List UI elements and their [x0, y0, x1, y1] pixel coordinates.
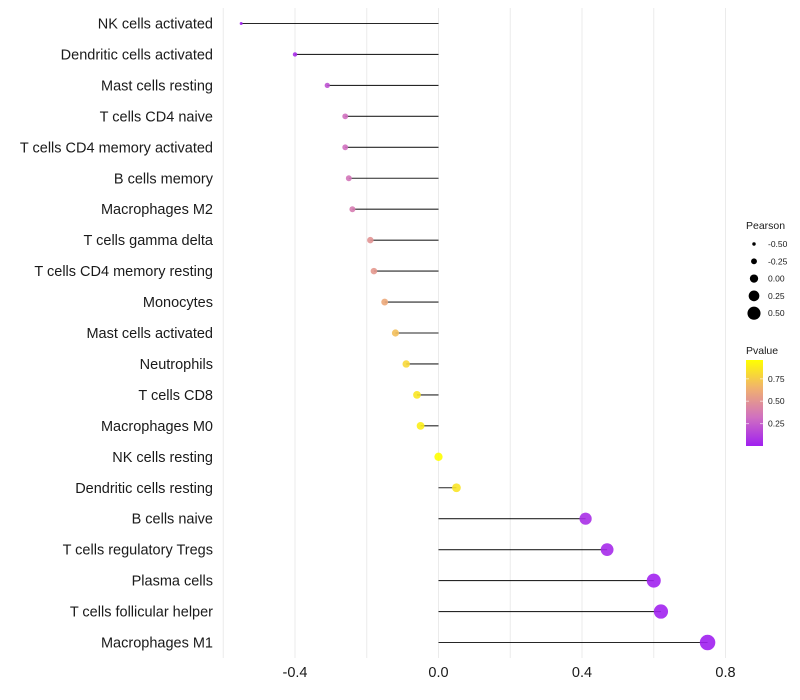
legend-color-label: 0.50	[768, 396, 785, 406]
y-axis-label: T cells gamma delta	[84, 233, 214, 249]
lollipop-point	[239, 22, 243, 25]
y-axis-label: B cells memory	[114, 171, 214, 187]
y-axis-labels: NK cells activated Dendritic cells activa…	[20, 17, 214, 652]
x-axis-ticks: -0.4 0.0 0.4 0.8	[283, 665, 736, 681]
lollipop-point	[345, 175, 352, 182]
y-axis-label: Dendritic cells resting	[75, 481, 213, 497]
legend-pvalue: Pvalue 0.25 0.50 0.75	[746, 345, 785, 446]
y-axis-label: Monocytes	[143, 295, 213, 311]
legend-pearson-title: Pearson	[746, 220, 785, 232]
legend-color-label: 0.25	[768, 419, 785, 429]
lollipop-point	[367, 236, 374, 244]
y-axis-label: T cells follicular helper	[70, 605, 213, 621]
x-tick-label: 0.0	[428, 665, 448, 681]
legend-size-key	[749, 274, 759, 283]
lollipop-point	[413, 391, 421, 399]
lollipop-point	[381, 298, 389, 306]
y-axis-label: NK cells resting	[112, 450, 213, 466]
lollipop-point	[653, 604, 669, 619]
x-tick-label: 0.4	[572, 665, 592, 681]
legend-size-label: 0.00	[768, 274, 785, 284]
legend-size-key	[751, 258, 757, 265]
y-axis-label: Mast cells activated	[86, 326, 213, 342]
y-axis-label: T cells CD4 naive	[100, 109, 213, 125]
lollipop-point	[579, 512, 592, 525]
lollipop-point	[391, 329, 400, 337]
y-axis-label: T cells CD4 memory resting	[34, 264, 213, 280]
lollipop-point	[342, 144, 349, 151]
legend-size-key	[748, 290, 760, 302]
lollipop-point	[416, 421, 425, 430]
legend-size-key	[747, 306, 761, 320]
legend-color-label: 0.75	[768, 374, 785, 384]
legend-size-label: -0.50	[768, 239, 788, 249]
y-axis-label: T cells CD4 memory activated	[20, 140, 213, 156]
legend-size-label: 0.25	[768, 291, 785, 301]
x-tick-label: 0.8	[715, 665, 735, 681]
segment-layer	[241, 22, 708, 644]
y-axis-label: B cells naive	[132, 512, 213, 528]
lollipop-point	[349, 206, 356, 213]
legend-pearson: Pearson -0.50 -0.25 0.00 0.25 0.50	[746, 220, 788, 320]
legend-size-key	[752, 242, 756, 246]
lollipop-point	[699, 634, 716, 651]
lollipop-point	[370, 267, 378, 275]
y-axis-label: Dendritic cells activated	[61, 47, 213, 63]
grid-layer	[222, 8, 726, 658]
point-layer	[239, 22, 716, 651]
y-axis-label: NK cells activated	[98, 17, 213, 33]
y-axis-label: Plasma cells	[132, 574, 213, 590]
lollipop-point	[434, 452, 443, 461]
lollipop-point	[402, 360, 410, 368]
lollipop-point	[324, 82, 330, 89]
y-axis-label: T cells CD8	[138, 388, 213, 404]
legend-colorbar	[746, 360, 763, 446]
legend-size-label: 0.50	[768, 308, 785, 318]
y-axis-label: T cells regulatory Tregs	[63, 543, 213, 559]
y-axis-label: Macrophages M1	[101, 636, 213, 652]
legend-size-label: -0.25	[768, 256, 788, 266]
lollipop-point	[646, 573, 661, 588]
lollipop-point	[292, 52, 298, 57]
legend-pvalue-title: Pvalue	[746, 345, 778, 357]
lollipop-point	[342, 113, 349, 120]
y-axis-label: Mast cells resting	[101, 78, 213, 94]
x-tick-label: -0.4	[283, 665, 308, 681]
y-axis-label: Macrophages M2	[101, 202, 213, 218]
y-axis-label: Neutrophils	[140, 357, 213, 373]
lollipop-point	[600, 543, 614, 557]
lollipop-point	[452, 483, 461, 493]
y-axis-label: Macrophages M0	[101, 419, 213, 435]
